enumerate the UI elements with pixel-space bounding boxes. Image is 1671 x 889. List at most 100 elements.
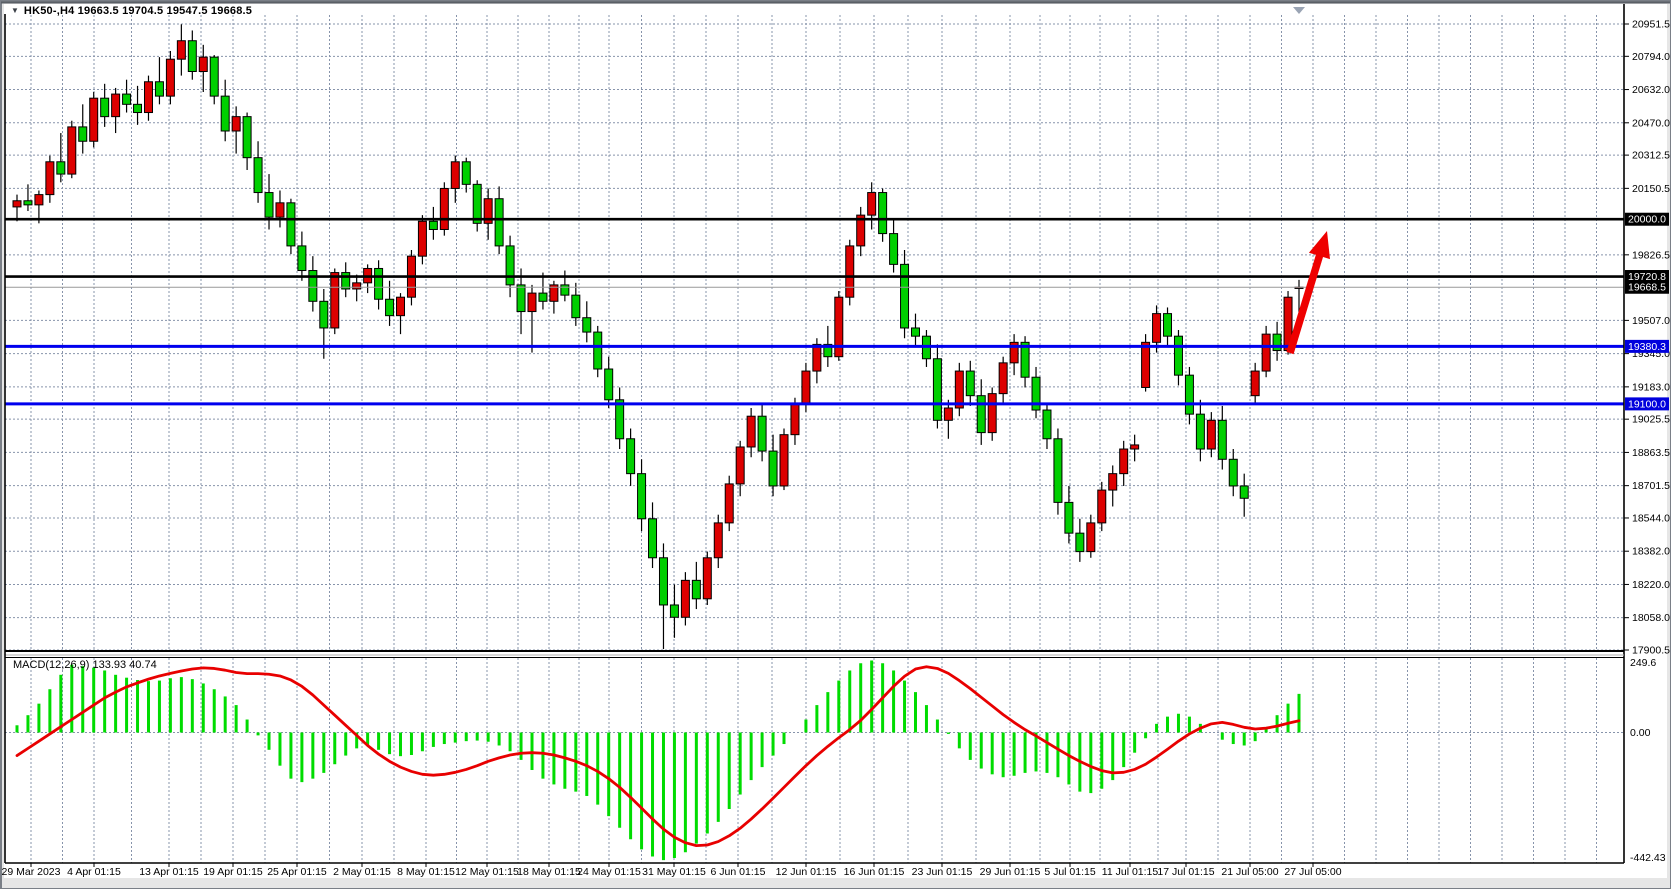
price-badge-label: 19720.8 (1628, 271, 1666, 283)
candle-down (286, 202, 296, 247)
candle-down (494, 198, 504, 247)
candle-down (615, 399, 625, 440)
candle-up (1108, 473, 1118, 491)
candle-down (571, 294, 581, 319)
candle-up (1141, 341, 1151, 388)
candle-up (954, 370, 964, 409)
candle-down (1020, 341, 1030, 378)
candle-up (176, 40, 186, 60)
candle-down (154, 81, 164, 97)
candle-down (1042, 409, 1052, 440)
candle-up (111, 93, 121, 118)
price-axis-label: 18544.0 (1632, 512, 1670, 524)
candle-down (56, 161, 66, 175)
candle-down (560, 284, 570, 296)
candle-down (1239, 485, 1249, 499)
candle-up (1119, 448, 1129, 475)
candle-down (1075, 532, 1085, 553)
candle-down (626, 438, 636, 475)
candle-up (396, 296, 406, 317)
time-axis[interactable] (4, 863, 1667, 878)
arrow-shaft[interactable] (1286, 249, 1325, 355)
price-axis[interactable] (1624, 4, 1668, 863)
candle-down (878, 192, 888, 235)
price-badge-blue[interactable] (1625, 397, 1669, 411)
candle-up (812, 343, 822, 372)
candle-up (1261, 333, 1271, 372)
candle-up (845, 245, 855, 298)
candle-down (538, 292, 548, 302)
candle-down (1064, 501, 1074, 534)
candle-up (198, 56, 208, 72)
candle-down (691, 579, 701, 600)
candle-down (253, 157, 263, 194)
time-axis-label: 29 Jun 01:15 (980, 866, 1041, 878)
candle-down (133, 103, 143, 114)
candle-up (450, 161, 460, 189)
candle-down (900, 263, 910, 329)
candle-down (187, 40, 197, 72)
right-shift-marker-icon[interactable] (1293, 7, 1305, 14)
time-axis-label: 12 May 01:15 (455, 866, 519, 878)
time-axis-label: 24 May 01:15 (577, 866, 641, 878)
candle-up (165, 58, 175, 97)
price-badge-blue[interactable] (1625, 339, 1669, 353)
candle-down (604, 368, 614, 401)
price-axis-label: 17900.5 (1632, 645, 1670, 657)
candle-up (834, 296, 844, 358)
price-badge-black[interactable] (1625, 212, 1669, 226)
macd-pane[interactable] (4, 658, 1624, 863)
candle-down (757, 415, 767, 452)
price-axis-label: 20951.5 (1632, 19, 1670, 31)
candle-up (527, 292, 537, 313)
candle-down (319, 300, 329, 329)
candle-down (220, 95, 230, 132)
candle-down (461, 161, 471, 185)
candle-down (1184, 374, 1194, 415)
candle-down (932, 358, 942, 421)
time-axis-label: 5 Jul 01:15 (1044, 866, 1096, 878)
macd-axis-labels: 249.6 0.00 -442.43 (1630, 657, 1666, 864)
candle-up (231, 116, 241, 132)
time-axis-label: 21 Jul 05:00 (1221, 866, 1278, 878)
price-badge-label: 19100.0 (1628, 398, 1666, 410)
candle-down (308, 270, 318, 302)
time-axis-labels: 29 Mar 2023 4 Apr 01:15 13 Apr 01:15 19 Apr… (2, 863, 1342, 878)
candle-up (143, 81, 153, 114)
candle-down (1228, 458, 1238, 487)
candle-up (549, 284, 559, 302)
candle-up (1152, 313, 1162, 343)
price-axis-label: 18220.0 (1632, 579, 1670, 591)
time-axis-label: 13 Apr 01:15 (139, 866, 199, 878)
time-axis-label: 29 Mar 2023 (2, 866, 61, 878)
price-axis-label: 20632.0 (1632, 84, 1670, 96)
time-axis-label: 4 Apr 01:15 (67, 866, 121, 878)
candle-down (1217, 419, 1227, 460)
trend-arrow[interactable] (1286, 231, 1330, 355)
arrow-head[interactable] (1308, 231, 1330, 260)
chart-title: HK50-,H4 19663.5 19704.5 19547.5 19668.5 (23, 4, 253, 17)
candle-down (122, 93, 132, 105)
price-badge-label: 19668.5 (1628, 282, 1666, 294)
candle-down (669, 604, 679, 618)
time-axis-label: 17 Jul 01:15 (1157, 866, 1214, 878)
price-badge-black[interactable] (1625, 280, 1669, 294)
candle-down (209, 56, 219, 97)
price-pane[interactable] (4, 15, 1624, 651)
candle-up (12, 200, 22, 208)
symbol-dropdown-icon[interactable]: ▼ (11, 5, 19, 15)
candle-down (593, 331, 603, 370)
candle-down (242, 116, 252, 159)
price-badge-black[interactable] (1625, 270, 1669, 284)
candle-down (910, 327, 920, 337)
candle-up (724, 483, 734, 524)
candle-down (658, 557, 668, 606)
candle-down (648, 518, 658, 559)
candle-up (856, 214, 866, 247)
candle-down (1053, 438, 1063, 503)
price-axis-label: 18701.5 (1632, 480, 1670, 492)
price-axis-label: 19826.5 (1632, 249, 1670, 261)
candle-up (779, 434, 789, 487)
candle-up (352, 282, 362, 290)
